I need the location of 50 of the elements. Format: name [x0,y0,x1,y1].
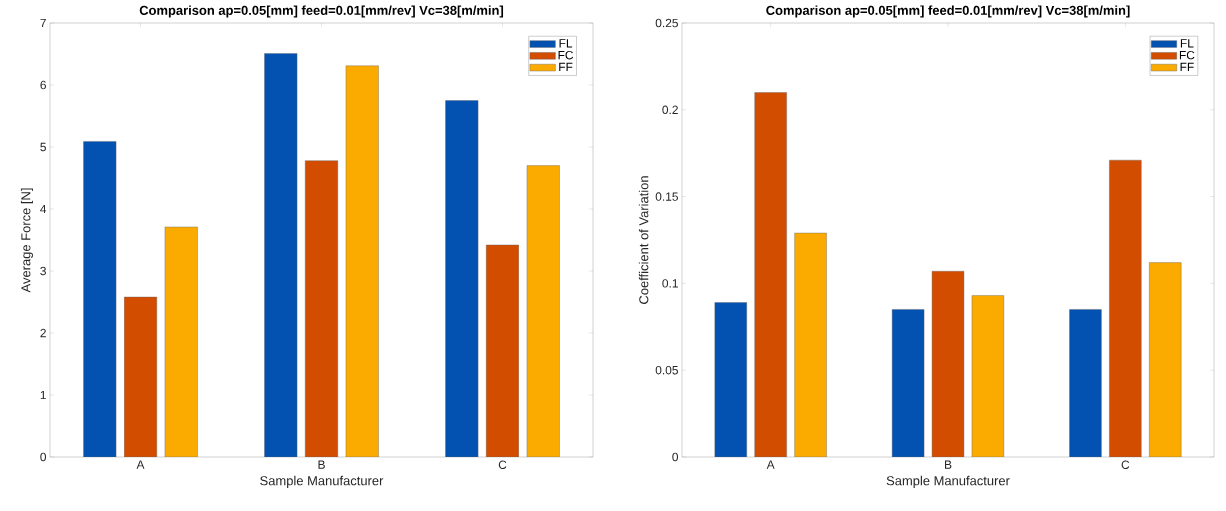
bar [754,92,787,457]
bar [486,244,519,457]
x-tick-label: B [945,460,952,469]
bar [971,295,1005,457]
x-tick-label: B [318,460,325,469]
legend-label: FL [559,39,573,48]
y-tick-label: 2 [40,328,46,338]
y-tick-label: 0.05 [655,365,678,375]
legend-label: FF [559,62,573,71]
y-tick-label: 5 [40,142,46,152]
bar [794,232,827,457]
bar [164,226,198,457]
chart-title: Comparison ap=0.05[mm] feed=0.01[mm/rev] Vc=38[m/min] [139,5,504,18]
x-axis-title: Sample Manufacturer [260,475,384,488]
x-tick-label: C [1121,460,1130,469]
bar [305,160,338,457]
legend-label: FF [1180,62,1194,71]
y-tick-label: 0.2 [662,105,678,115]
x-tick-label: A [766,460,775,469]
y-axis-title: Average Force [N] [20,188,33,293]
y-tick-label: 6 [40,80,46,90]
x-tick-label: A [136,460,145,469]
y-tick-label: 1 [40,390,46,400]
bar [891,309,925,457]
y-tick-label: 3 [40,266,46,276]
legend-label: FL [1180,39,1194,48]
legend-label: FC [558,50,574,60]
bar [83,141,117,457]
legend-label: FC [1179,50,1195,60]
bar [345,65,379,457]
bar [526,165,560,457]
bar [931,271,965,457]
bar [714,302,747,457]
y-tick-label: 0 [40,452,47,462]
y-axis-title: Coefficient of Variation [638,176,649,304]
y-tick-label: 0.15 [655,192,678,201]
bar [1149,262,1182,457]
bar [1069,309,1102,457]
y-tick-label: 7 [40,18,46,28]
chart-title: Comparison ap=0.05[mm] feed=0.01[mm/rev] Vc=38[m/min] [766,5,1130,18]
y-tick-label: 0 [672,452,679,462]
bar [264,53,298,457]
y-tick-label: 0.1 [662,279,678,288]
y-tick-label: 0.25 [655,18,678,28]
bar [124,296,157,457]
x-tick-label: C [498,460,507,469]
bar [1109,159,1142,457]
y-tick-label: 4 [40,204,47,214]
bar [445,100,479,457]
x-axis-title: Sample Manufacturer [886,475,1010,488]
